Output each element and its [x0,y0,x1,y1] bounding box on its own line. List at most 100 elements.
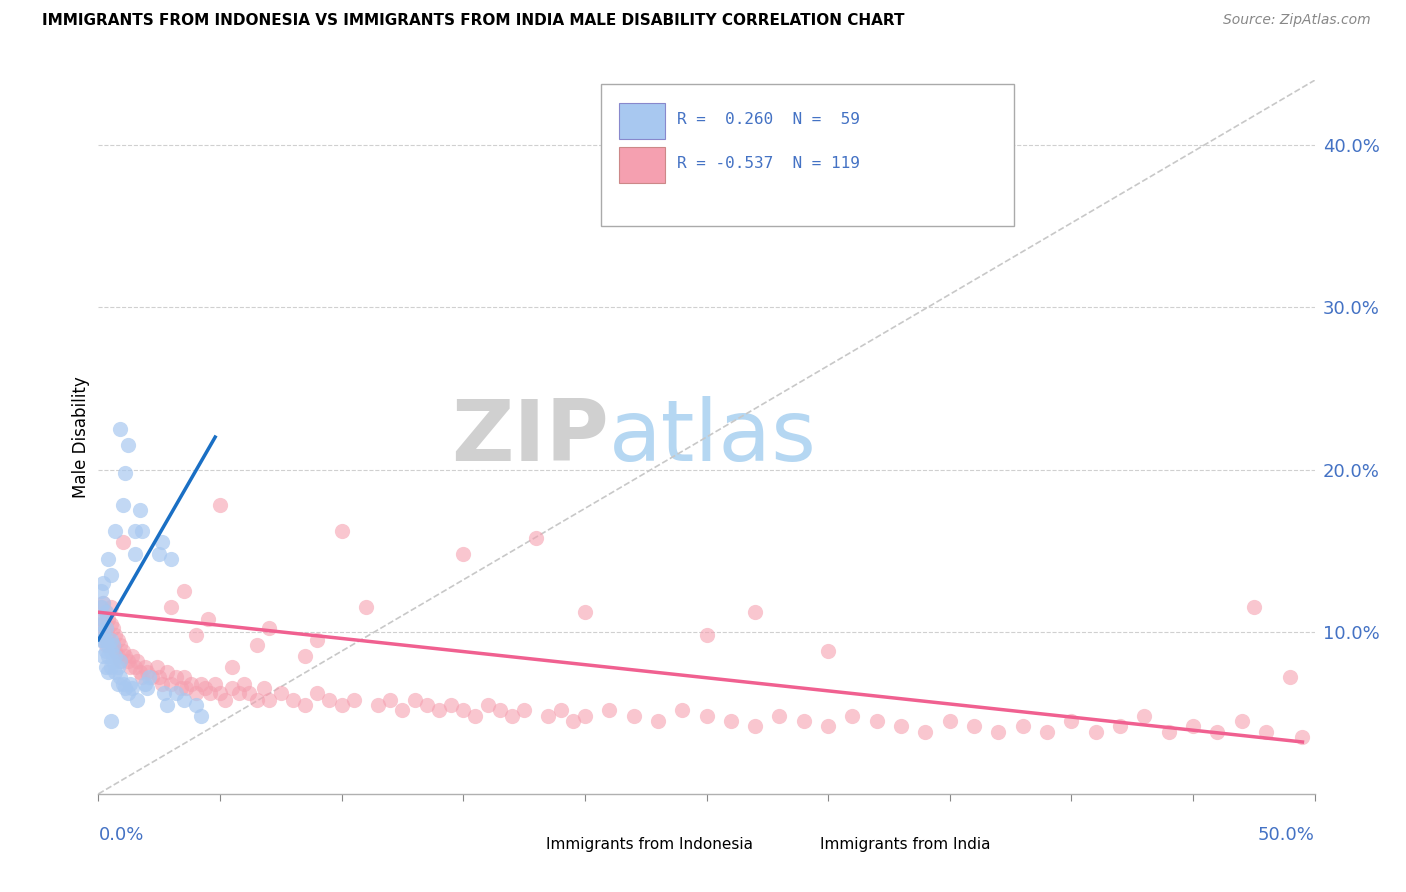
Point [817,644,839,658]
Point [94,605,117,619]
Point [318,693,340,707]
Point [1254,725,1277,739]
Point [127,693,149,707]
Text: Immigrants from Indonesia: Immigrants from Indonesia [546,838,754,853]
Point [91,612,114,626]
Point [97,648,120,663]
Point [744,719,766,733]
Point [1133,709,1156,723]
Point [744,605,766,619]
Point [94,638,117,652]
FancyBboxPatch shape [780,830,813,860]
Point [104,524,127,538]
Point [501,709,523,723]
Point [101,638,124,652]
Point [238,686,260,700]
Point [416,698,439,712]
Point [221,660,243,674]
Point [427,702,450,716]
Point [939,714,962,728]
Point [148,547,170,561]
Point [513,702,536,716]
FancyBboxPatch shape [508,830,538,860]
Point [131,670,153,684]
Point [110,670,132,684]
Text: ZIP: ZIP [451,395,609,479]
Text: 50.0%: 50.0% [1258,826,1315,844]
Point [987,725,1010,739]
Point [209,686,232,700]
Point [720,714,742,728]
Point [148,670,170,684]
Point [696,709,718,723]
Point [214,693,236,707]
Point [94,632,117,647]
Point [1243,600,1265,615]
Point [91,628,114,642]
Point [866,714,889,728]
Point [90,616,112,631]
Point [107,676,129,690]
FancyBboxPatch shape [619,147,665,183]
Point [180,676,202,690]
Point [294,698,316,712]
Point [114,466,136,480]
Point [141,670,163,684]
Point [134,676,156,690]
Point [453,702,475,716]
Point [104,665,127,680]
Point [330,698,353,712]
Point [221,681,243,696]
Point [124,524,146,538]
Point [100,616,122,631]
Point [1109,719,1132,733]
Text: IMMIGRANTS FROM INDONESIA VS IMMIGRANTS FROM INDIA MALE DISABILITY CORRELATION C: IMMIGRANTS FROM INDONESIA VS IMMIGRANTS … [42,13,904,29]
Point [1206,725,1229,739]
Point [107,660,129,674]
Point [190,676,212,690]
Point [94,605,117,619]
Point [90,612,112,626]
Point [343,693,366,707]
Point [257,622,280,636]
Point [294,648,316,663]
Point [160,676,183,690]
Point [245,638,267,652]
Point [1157,725,1180,739]
Point [107,632,129,647]
Point [963,719,986,733]
Point [160,551,183,566]
Point [524,531,547,545]
Point [118,676,141,690]
Point [150,676,173,690]
Point [1011,719,1033,733]
Point [1060,714,1083,728]
Point [200,686,222,700]
Point [111,676,134,690]
Point [136,665,159,680]
Point [380,693,402,707]
Point [1291,730,1313,744]
Point [121,681,143,696]
Text: 0.0%: 0.0% [98,826,143,844]
Point [574,605,596,619]
Point [1279,670,1302,684]
Point [574,709,596,723]
Point [100,568,122,582]
Point [128,665,150,680]
Point [330,524,353,538]
Point [153,686,176,700]
Point [817,719,839,733]
Point [91,632,114,647]
Point [488,702,510,716]
Text: Immigrants from India: Immigrants from India [820,838,990,853]
Point [257,693,280,707]
Text: R = -0.537  N = 119: R = -0.537 N = 119 [678,156,860,171]
Point [281,693,304,707]
Point [768,709,790,723]
Point [90,600,112,615]
Point [173,670,195,684]
Point [97,628,120,642]
Point [165,670,187,684]
Point [391,702,413,716]
